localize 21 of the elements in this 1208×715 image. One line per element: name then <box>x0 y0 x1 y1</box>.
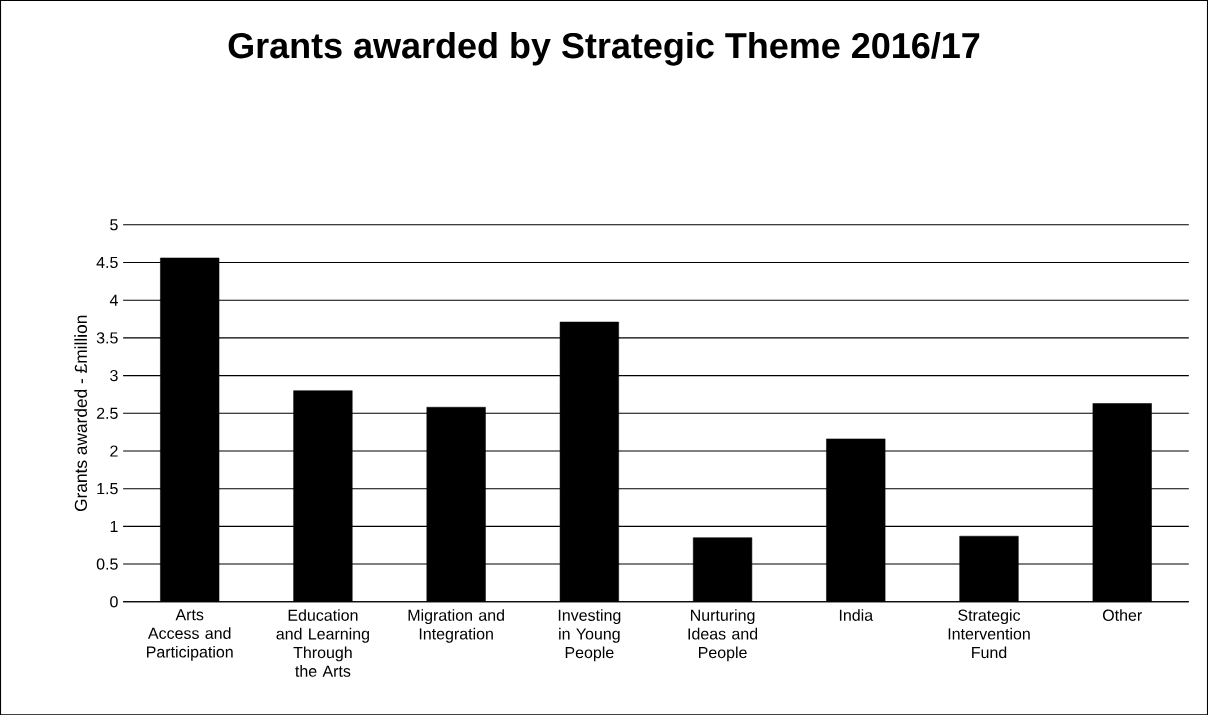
y-tick-label: 1 <box>110 520 118 532</box>
y-tick-label: 5 <box>110 219 118 231</box>
y-axis-title: Grants awarded - £million <box>74 315 88 511</box>
y-tick-label: 1.5 <box>97 482 118 495</box>
x-tick-label: Education and Learning Through the Arts <box>276 608 369 677</box>
y-tick-label: 0 <box>110 595 118 608</box>
x-tick-label: Migration and Integration <box>408 608 504 643</box>
x-tick-label: Arts Access and Participation <box>147 608 233 661</box>
y-tick-label: 3 <box>110 369 118 382</box>
y-tick-label: 3.5 <box>96 332 118 344</box>
x-tick-label: Nurturing Ideas and People <box>688 608 758 662</box>
x-tick-label: Strategic Intervention Fund <box>948 608 1030 658</box>
x-tick-label: Other <box>1102 608 1142 621</box>
x-tick-label: Investing in Young People <box>558 608 621 662</box>
y-tick-label: 4 <box>109 294 118 306</box>
x-tick-label: India <box>839 608 874 621</box>
y-tick-label: 2 <box>110 445 118 457</box>
y-tick-label: 2.5 <box>96 407 118 419</box>
y-tick-label: 0.5 <box>96 558 118 570</box>
y-tick-label: 4.5 <box>96 256 118 268</box>
chart-title: Grants awarded by Strategic Theme 2016/17 <box>228 31 980 66</box>
